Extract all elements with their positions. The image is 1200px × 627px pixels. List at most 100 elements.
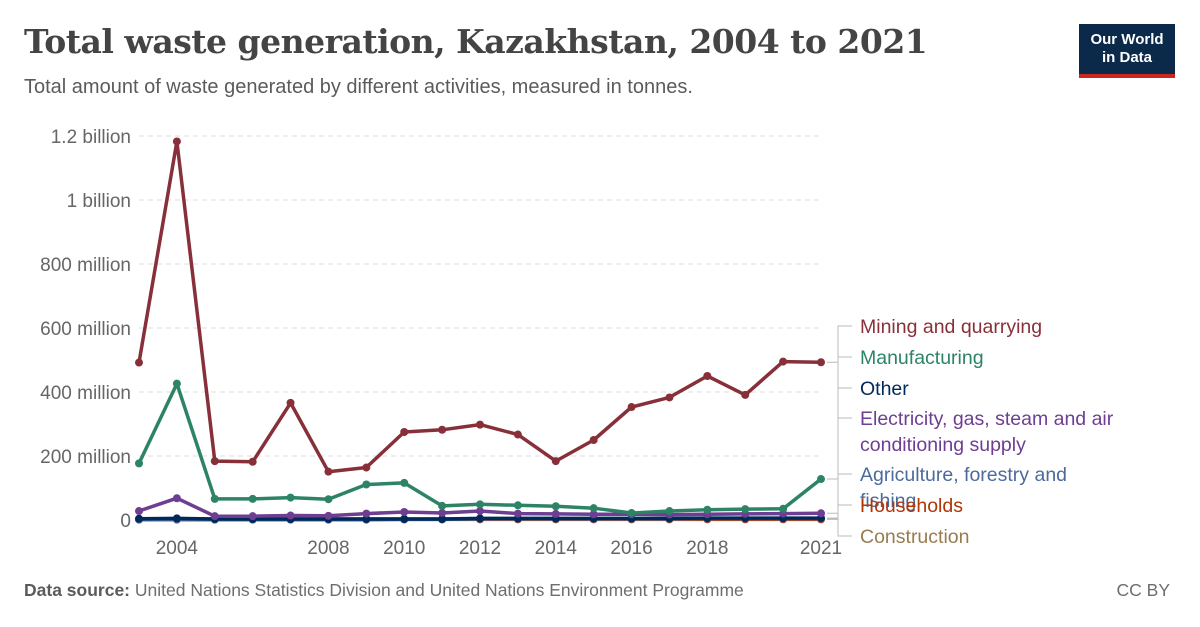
legend-label[interactable]: Manufacturing — [860, 347, 984, 369]
data-point[interactable] — [438, 508, 447, 517]
data-point[interactable] — [400, 508, 409, 516]
data-point[interactable] — [135, 514, 143, 523]
data-point[interactable] — [248, 494, 257, 503]
chart-subtitle: Total amount of waste generated by diffe… — [24, 76, 693, 98]
data-point[interactable] — [438, 425, 447, 434]
chart-title: Total waste generation, Kazakhstan, 2004… — [24, 22, 928, 61]
data-point[interactable] — [172, 494, 181, 503]
data-point[interactable] — [324, 511, 333, 520]
series-manufacturing[interactable] — [135, 379, 825, 517]
data-point[interactable] — [172, 137, 181, 146]
data-point[interactable] — [817, 509, 825, 518]
data-point[interactable] — [400, 428, 409, 436]
x-tick-label: 2021 — [800, 538, 842, 559]
data-point[interactable] — [476, 500, 484, 509]
data-point[interactable] — [135, 358, 143, 367]
data-point[interactable] — [817, 475, 825, 484]
data-point[interactable] — [513, 430, 522, 439]
legend-item[interactable]: Construction — [827, 518, 969, 548]
data-point[interactable] — [210, 457, 219, 466]
data-point[interactable] — [627, 508, 636, 517]
x-tick-label: 2016 — [610, 538, 652, 559]
legend-connector — [827, 504, 852, 520]
data-point[interactable] — [513, 509, 522, 518]
data-point[interactable] — [665, 393, 674, 402]
series-electricity-gas-steam-and-air-conditioning-supply[interactable] — [135, 494, 825, 521]
series-mining-and-quarrying[interactable] — [135, 137, 825, 476]
data-point[interactable] — [665, 507, 674, 516]
legend-item[interactable]: Agriculture, forestry and fishing — [827, 464, 1067, 519]
series-lines — [135, 137, 825, 524]
y-tick-label: 600 million — [40, 319, 131, 340]
data-point[interactable] — [476, 514, 484, 523]
data-point[interactable] — [438, 501, 447, 510]
data-point[interactable] — [438, 515, 447, 524]
data-point[interactable] — [551, 509, 560, 518]
data-point[interactable] — [551, 457, 560, 466]
legend-connector — [827, 518, 852, 537]
data-point[interactable] — [779, 504, 788, 513]
y-tick-label: 800 million — [40, 255, 131, 276]
logo-line-1: Our World — [1090, 31, 1164, 48]
data-point[interactable] — [210, 494, 219, 503]
legend-label[interactable]: Electricity, gas, steam and air condition… — [860, 408, 1114, 456]
data-point[interactable] — [476, 420, 484, 429]
legend-label[interactable]: Mining and quarrying — [860, 316, 1042, 338]
legend-item[interactable]: Households — [827, 495, 963, 520]
data-point[interactable] — [400, 478, 409, 487]
data-point[interactable] — [286, 398, 295, 407]
y-tick-label: 1 billion — [67, 191, 131, 212]
data-point[interactable] — [324, 467, 333, 476]
data-point[interactable] — [817, 358, 825, 367]
x-tick-label: 2004 — [156, 538, 199, 559]
legend-label[interactable]: Other — [860, 378, 909, 400]
data-point[interactable] — [286, 493, 295, 502]
data-point[interactable] — [476, 507, 484, 516]
legend-connector — [827, 417, 852, 514]
legend-label[interactable]: Households — [860, 495, 963, 517]
x-tick-label: 2014 — [535, 538, 578, 559]
legend-item[interactable]: Mining and quarrying — [827, 316, 1042, 363]
source-text[interactable]: United Nations Statistics Division and U… — [134, 580, 744, 600]
y-axis-ticks: 0 200 million 400 million 600 million 800 mi… — [40, 127, 131, 532]
x-axis-ticks: 2004 2008 2010 2012 2014 2016 2018 2021 — [156, 538, 842, 559]
source-label: Data source: — [24, 580, 131, 600]
data-point[interactable] — [741, 390, 750, 399]
data-point[interactable] — [172, 514, 181, 523]
data-point[interactable] — [589, 510, 598, 519]
data-point[interactable] — [248, 512, 257, 521]
y-tick-label: 1.2 billion — [51, 127, 131, 148]
data-point[interactable] — [362, 463, 371, 472]
legend-label[interactable]: Construction — [860, 526, 969, 548]
y-tick-label: 0 — [120, 511, 131, 532]
legend-connector — [827, 387, 852, 519]
data-point[interactable] — [135, 459, 143, 468]
owid-logo[interactable]: Our World in Data — [1079, 24, 1175, 78]
data-point[interactable] — [551, 502, 560, 511]
data-point[interactable] — [172, 379, 181, 388]
data-point[interactable] — [589, 436, 598, 444]
data-point[interactable] — [513, 501, 522, 510]
data-point[interactable] — [779, 357, 788, 366]
data-point[interactable] — [210, 512, 219, 521]
data-point[interactable] — [362, 480, 371, 489]
data-source: Data source: United Nations Statistics D… — [24, 580, 744, 601]
data-point[interactable] — [703, 505, 712, 514]
legend-label[interactable]: Agriculture, forestry and fishing — [860, 464, 1067, 512]
data-point[interactable] — [703, 372, 712, 380]
data-point[interactable] — [627, 403, 636, 412]
data-point[interactable] — [741, 505, 750, 514]
data-point[interactable] — [286, 511, 295, 520]
legend-connector — [827, 325, 852, 363]
data-point[interactable] — [248, 457, 257, 466]
x-tick-label: 2010 — [383, 538, 425, 559]
data-point[interactable] — [400, 515, 409, 524]
data-point[interactable] — [362, 509, 371, 518]
legend-item[interactable]: Electricity, gas, steam and air condition… — [827, 408, 1114, 514]
series-line[interactable] — [137, 381, 823, 515]
data-point[interactable] — [589, 504, 598, 513]
data-point[interactable] — [324, 495, 333, 504]
data-point[interactable] — [135, 507, 143, 516]
license[interactable]: CC BY — [1116, 580, 1170, 600]
